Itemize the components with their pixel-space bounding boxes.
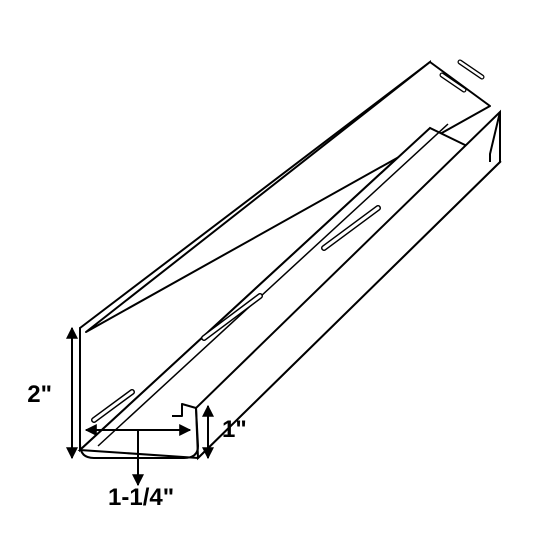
dim-label-width: 1-1/4" [108, 484, 174, 511]
dim-label-front-height: 1" [222, 416, 247, 443]
j-channel-diagram: 2" 1" 1-1/4" [0, 0, 540, 540]
channel-profile [80, 62, 500, 458]
dim-label-back-height: 2" [27, 381, 52, 408]
